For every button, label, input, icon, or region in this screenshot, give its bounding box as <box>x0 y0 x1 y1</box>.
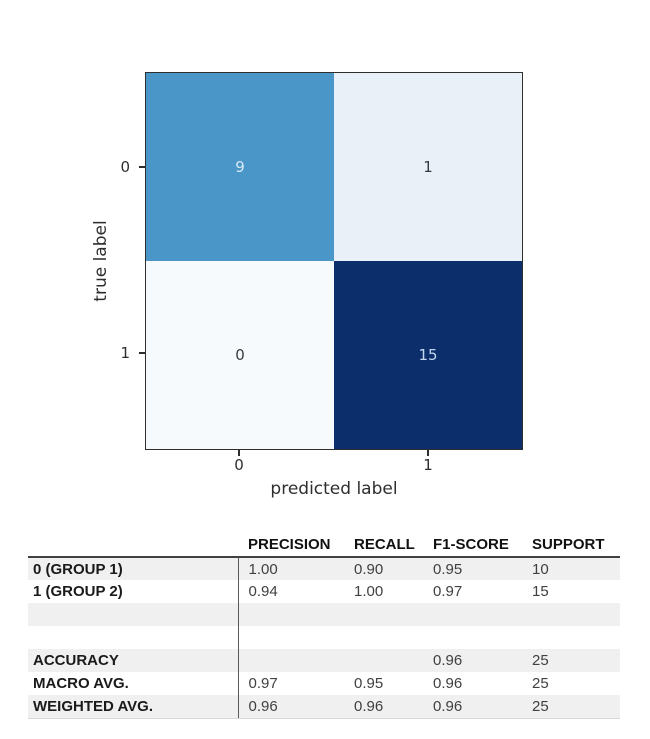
support-value: 10 <box>532 560 549 578</box>
f1-value: 0.96 <box>423 695 522 719</box>
precision-value: 0.97 <box>248 675 278 692</box>
row-label: WEIGHTED AVG. <box>28 695 239 719</box>
x-tick-mark-1 <box>427 450 429 456</box>
recall-value: 0.96 <box>344 695 423 719</box>
y-tick-mark-0 <box>139 166 145 168</box>
matrix-cell-1-0: 0 <box>146 261 334 449</box>
row-label: 1 (GROUP 2) <box>28 580 239 603</box>
support-value: 15 <box>532 583 549 600</box>
table-row-macro-avg: MACRO AVG. 0.97 0.95 0.96 25 <box>28 672 620 695</box>
table-row-empty-1 <box>28 603 620 626</box>
x-tick-label-1: 1 <box>423 456 433 474</box>
x-axis-label: predicted label <box>270 479 398 499</box>
precision-value: 1.00 <box>248 560 278 578</box>
x-tick-label-0: 0 <box>234 456 244 474</box>
y-tick-label-0: 0 <box>120 158 130 176</box>
support-value: 25 <box>532 652 549 669</box>
y-tick-label-1: 1 <box>120 344 130 362</box>
row-label: ACCURACY <box>28 649 239 672</box>
report-header-row: PRECISION RECALL F1-SCORE SUPPORT <box>28 532 620 558</box>
support-value: 25 <box>522 695 620 719</box>
precision-value: 0.94 <box>248 583 278 600</box>
row-label: 0 (GROUP 1) <box>28 557 239 580</box>
header-precision: PRECISION <box>238 532 344 558</box>
recall-value: 0.90 <box>354 560 384 578</box>
row-label <box>28 626 239 649</box>
precision-value <box>238 649 344 672</box>
x-tick-mark-0 <box>238 450 240 456</box>
y-axis-label: true label <box>91 220 111 302</box>
table-row-weighted-avg: WEIGHTED AVG. 0.96 0.96 0.96 25 <box>28 695 620 719</box>
header-recall: RECALL <box>344 532 423 558</box>
recall-value: 0.95 <box>354 675 384 692</box>
confusion-matrix-figure: 9 1 0 15 0 1 0 1 true label predicted la… <box>91 72 523 499</box>
header-empty <box>28 532 238 558</box>
row-label <box>28 603 239 626</box>
f1-value: 0.95 <box>433 560 463 578</box>
table-row-empty-2 <box>28 626 620 649</box>
table-row-group-2: 1 (GROUP 2) 0.94 1.00 0.97 15 <box>28 580 620 603</box>
f1-value: 0.96 <box>433 675 463 692</box>
header-support: SUPPORT <box>522 532 620 558</box>
recall-value <box>344 649 423 672</box>
matrix-cell-0-1: 1 <box>334 73 522 261</box>
y-tick-mark-1 <box>139 352 145 354</box>
table-row-group-1: 0 (GROUP 1) 1.00 0.90 0.95 10 <box>28 557 620 580</box>
matrix-cell-0-0: 9 <box>146 73 334 261</box>
confusion-matrix-axes: 9 1 0 15 <box>145 72 523 450</box>
precision-value: 0.96 <box>238 695 344 719</box>
classification-report-table: PRECISION RECALL F1-SCORE SUPPORT 0 (GRO… <box>28 532 620 719</box>
row-label: MACRO AVG. <box>28 672 239 695</box>
f1-value: 0.97 <box>433 583 463 600</box>
recall-value: 1.00 <box>354 583 384 600</box>
table-row-accuracy: ACCURACY 0.96 25 <box>28 649 620 672</box>
header-f1-score: F1-SCORE <box>423 532 522 558</box>
f1-value: 0.96 <box>433 652 463 669</box>
matrix-cell-1-1: 15 <box>334 261 522 449</box>
support-value: 25 <box>532 675 549 692</box>
